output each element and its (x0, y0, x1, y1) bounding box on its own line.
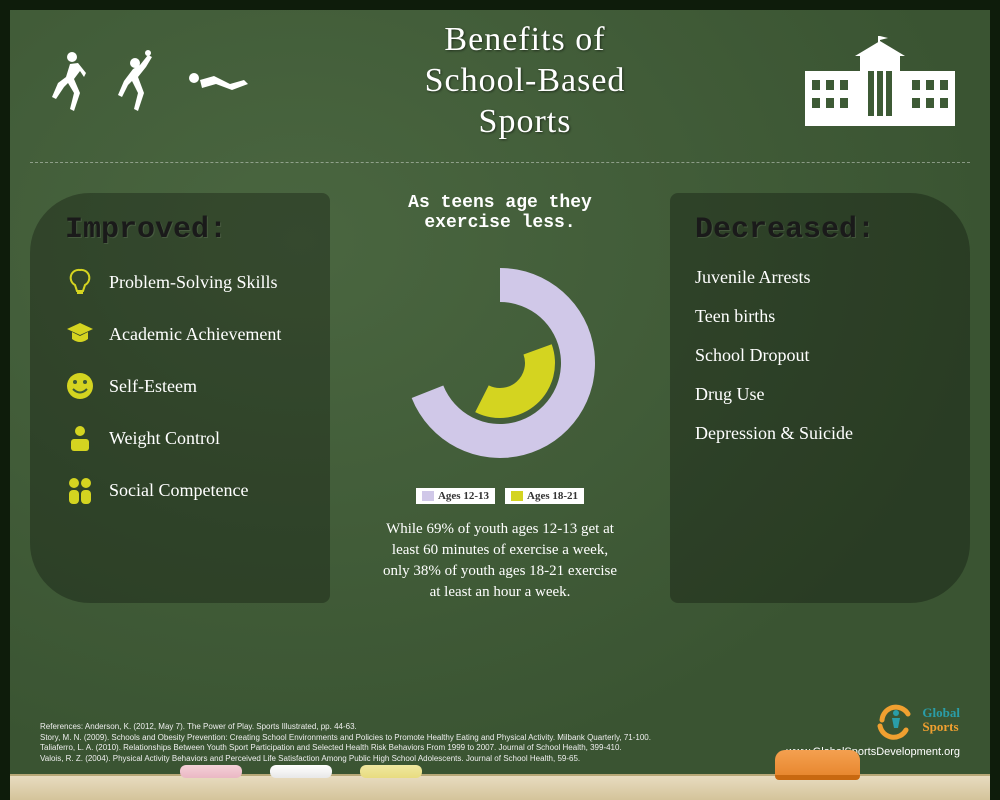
improved-item: Academic Achievement (65, 319, 310, 349)
legend-item: Ages 18-21 (505, 488, 584, 504)
legend-item: Ages 12-13 (416, 488, 495, 504)
people-icon (65, 475, 95, 505)
decreased-item: Teen births (695, 306, 935, 327)
eraser (775, 750, 860, 780)
volleyball-icon (110, 49, 160, 114)
improved-item-label: Weight Control (109, 428, 220, 449)
page-title: Benefits ofSchool-BasedSports (250, 20, 800, 142)
improved-item: Social Competence (65, 475, 310, 505)
chart-legend: Ages 12-13 Ages 18-21 (360, 488, 640, 504)
decreased-item: Drug Use (695, 384, 935, 405)
improved-item: Weight Control (65, 423, 310, 453)
smile-icon (65, 371, 95, 401)
decreased-item: Juvenile Arrests (695, 267, 935, 288)
header-sport-icons (40, 49, 250, 114)
header-divider (30, 162, 970, 163)
decreased-item: Depression & Suicide (695, 423, 935, 444)
improved-item: Self-Esteem (65, 371, 310, 401)
logo-line1: Global (922, 706, 960, 720)
improved-heading: Improved: (65, 213, 310, 247)
chalk-pink (180, 765, 242, 778)
improved-item: Problem-Solving Skills (65, 267, 310, 297)
swimmer-icon (180, 66, 250, 96)
center-heading: As teens age they exercise less. (360, 193, 640, 233)
scale-icon (65, 423, 95, 453)
improved-item-label: Academic Achievement (109, 324, 281, 345)
decreased-item: School Dropout (695, 345, 935, 366)
chalk-tray (10, 774, 990, 800)
exercise-donut-chart (390, 253, 610, 473)
improved-item-label: Self-Esteem (109, 376, 197, 397)
improved-item-label: Problem-Solving Skills (109, 272, 278, 293)
school-building-icon (800, 36, 960, 126)
center-column: As teens age they exercise less. Ages 12… (350, 193, 650, 603)
decreased-panel: Decreased: Juvenile Arrests Teen births … (670, 193, 970, 603)
runner-icon (40, 49, 90, 114)
improved-panel: Improved: Problem-Solving Skills Academi… (30, 193, 330, 603)
grad-cap-icon (65, 319, 95, 349)
decreased-heading: Decreased: (695, 213, 935, 247)
bulb-icon (65, 267, 95, 297)
improved-item-label: Social Competence (109, 480, 248, 501)
chalk-yellow (360, 765, 422, 778)
center-blurb: While 69% of youth ages 12-13 get at lea… (360, 519, 640, 603)
chalk-white (270, 765, 332, 778)
